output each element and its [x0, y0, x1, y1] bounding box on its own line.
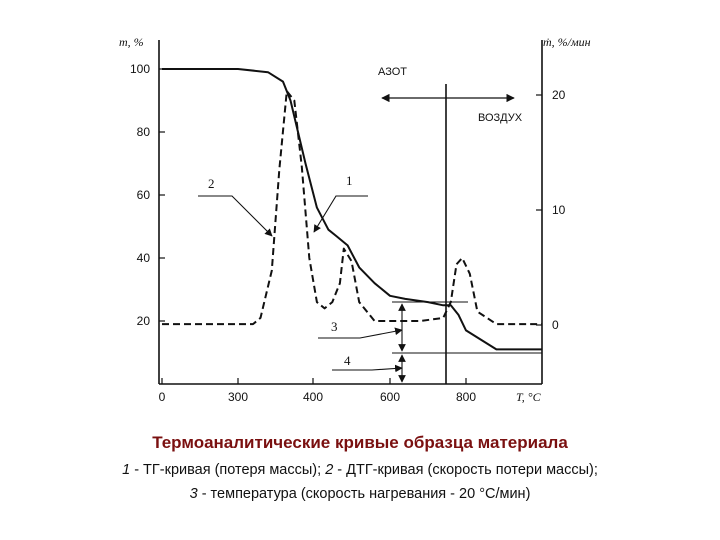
y-right-axis-label: ṁ, %/мин [543, 35, 591, 49]
nitrogen-label: АЗОТ [378, 66, 407, 78]
plot-frame [158, 40, 543, 385]
curves [162, 68, 542, 351]
leader-line-2 [198, 195, 273, 237]
x-tick-label: 400 [303, 390, 323, 404]
annotations: АЗОТ ВОЗДУХ 2 1 3 4 [198, 66, 542, 384]
y-left-tick-label: 60 [137, 188, 151, 202]
caption-3-text: - температура (скорость нагревания - 20 … [197, 486, 531, 502]
x-tick-label: 0 [159, 390, 166, 404]
caption-2-text: - ДТГ-кривая (скорость потери массы); [333, 462, 598, 478]
caption-1-num: 1 [122, 462, 131, 478]
air-label: ВОЗДУХ [478, 112, 523, 124]
x-tick-label: 300 [228, 390, 248, 404]
y-right-tick-label: 20 [552, 88, 566, 102]
axis-labels: m, % ṁ, %/мин T, °C [119, 35, 591, 404]
y-right-tick-label: 10 [552, 203, 566, 217]
y-left-tick-label: 40 [137, 251, 151, 265]
curve-label-2: 2 [208, 176, 215, 191]
y-left-tick-label: 20 [137, 314, 151, 328]
leader-line-4 [332, 364, 403, 373]
y-left-tick-label: 80 [137, 125, 151, 139]
caption-line-2: 3 - температура (скорость нагревания - 2… [0, 486, 720, 502]
leader-line-3 [318, 327, 403, 339]
y-right-tick-label: 0 [552, 318, 559, 332]
series-2-line [162, 90, 542, 326]
y-left-axis-label: m, % [119, 35, 144, 49]
curve-label-3: 3 [331, 319, 338, 334]
caption-2-num: 2 [325, 462, 334, 478]
x-tick-label: 600 [380, 390, 400, 404]
curve-label-4: 4 [344, 353, 351, 368]
curve-label-1: 1 [346, 173, 353, 188]
caption-3-num: 3 [189, 486, 198, 502]
caption-1-text: - ТГ-кривая (потеря массы); [130, 462, 326, 478]
caption-line-1: 1 - ТГ-кривая (потеря массы); 2 - ДТГ-кр… [0, 462, 720, 478]
y-left-tick-label: 100 [130, 62, 150, 76]
x-tick-label: 800 [456, 390, 476, 404]
caption-title: Термоаналитические кривые образца матери… [152, 433, 568, 452]
leader-line-1 [313, 195, 368, 233]
x-axis-label: T, °C [516, 390, 542, 404]
